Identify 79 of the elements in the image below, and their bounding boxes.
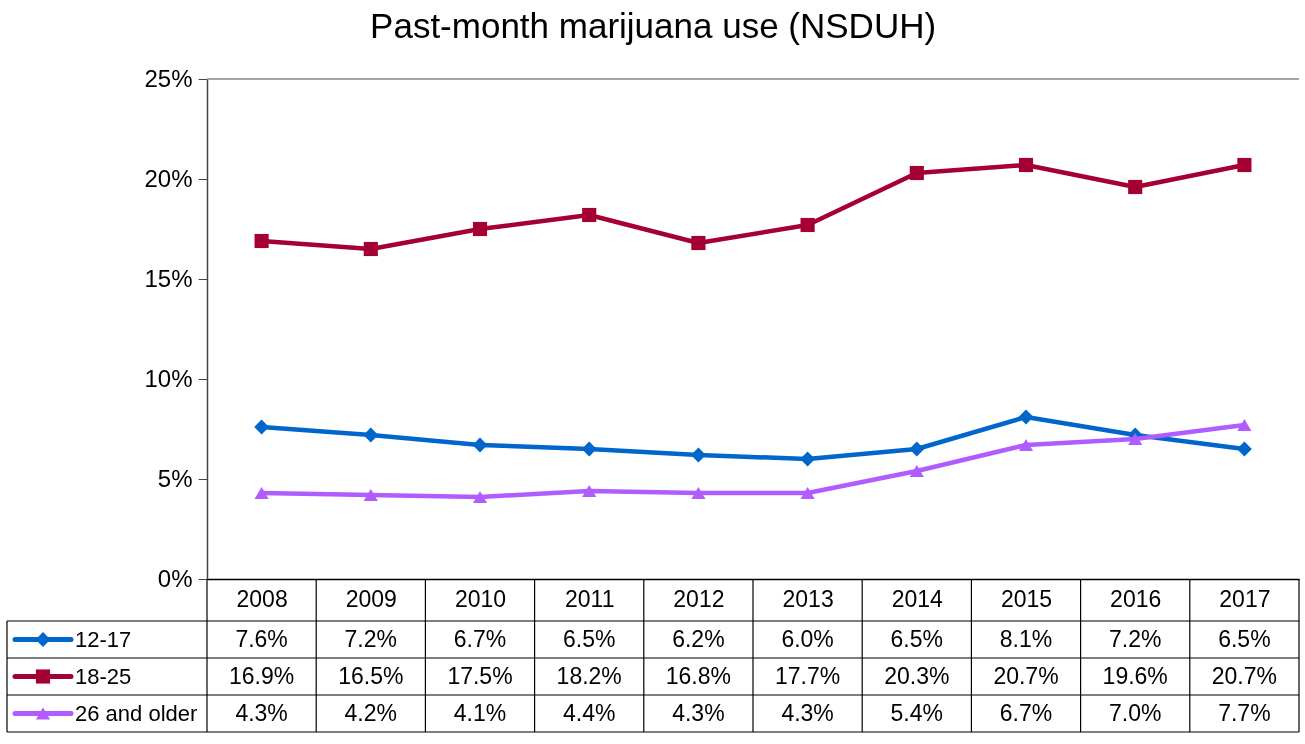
x-tick-label: 2010 [454,585,507,612]
data-label: 7.2% [344,625,398,652]
y-tick-label: 5% [157,464,193,492]
point [800,486,815,500]
point [363,488,378,502]
data-label: 6.7% [999,699,1053,726]
point [581,441,597,457]
point [691,235,706,251]
data-label: 7.2% [1108,625,1162,652]
data-label: 4.1% [453,699,507,726]
point [800,451,816,467]
data-label: 18.2% [556,662,622,689]
point [1237,157,1252,173]
data-label: 20.7% [1211,662,1278,689]
point [582,207,597,223]
x-tick-label: 2008 [236,585,288,612]
data-label: 16.8% [665,662,732,689]
data-label: 6.5% [562,625,616,652]
data-label: 4.4% [562,699,616,726]
x-tick-label: 2009 [345,585,397,612]
point [1128,179,1143,195]
point [1236,441,1252,457]
point [472,490,488,504]
x-tick-label: 2011 [564,585,615,612]
data-label: 4.2% [344,699,398,726]
point [1018,409,1034,425]
point [472,221,488,237]
data-label: 6.0% [781,625,834,652]
data-label: 6.5% [890,625,944,652]
legend-label: 12-17 [75,626,132,652]
point [1128,432,1143,446]
y-tick-label: 0% [157,564,193,592]
y-tick-label: 25% [144,64,193,92]
y-tick-label: 15% [144,264,193,292]
x-tick-label: 2014 [891,585,944,612]
legend-label: 26 and older [75,700,198,726]
point [1018,157,1034,173]
point [691,486,706,500]
legend-label: 18-25 [75,663,132,689]
data-label: 7.6% [235,625,288,652]
point [363,241,378,257]
data-label: 19.6% [1102,662,1168,689]
data-label: 16.9% [228,662,295,689]
data-label: 17.5% [447,662,513,689]
point [254,233,269,249]
x-tick-label: 2012 [673,585,725,612]
data-label: 17.7% [774,662,841,689]
point [909,464,924,478]
y-tick-label: 20% [144,164,193,192]
data-label: 4.3% [235,699,288,726]
point [909,441,925,457]
x-tick-label: 2013 [782,585,834,612]
data-label: 4.3% [672,699,725,726]
point [1018,438,1034,452]
chart-title: Past-month marijuana use (NSDUH) [370,6,937,45]
data-label: 6.2% [672,625,725,652]
point [363,427,379,443]
data-label: 4.3% [781,699,834,726]
point [254,486,269,500]
data-label: 20.3% [884,662,950,689]
data-label: 16.5% [338,662,404,689]
x-tick-label: 2016 [1110,585,1162,612]
point [1237,418,1252,432]
y-tick-label: 10% [144,364,193,392]
point [690,447,706,463]
data-label: 20.7% [993,662,1059,689]
data-label: 7.0% [1108,699,1162,726]
x-tick-label: 2017 [1219,585,1271,612]
data-label: 5.4% [890,699,944,726]
point [472,437,488,453]
data-label: 6.7% [453,625,507,652]
point [254,419,270,435]
x-tick-label: 2015 [1000,585,1053,612]
data-label: 7.7% [1218,699,1271,726]
data-label: 6.5% [1218,625,1271,652]
point [582,484,597,498]
data-label: 8.1% [999,625,1053,652]
point [909,165,924,181]
point [800,217,815,233]
